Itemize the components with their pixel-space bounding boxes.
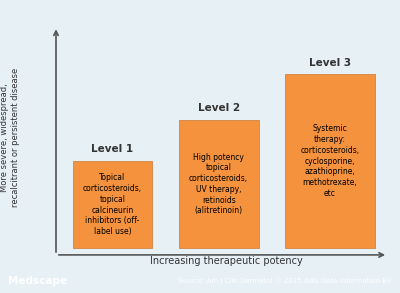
Text: More severe, widespread,
recalcitrant or persistent disease: More severe, widespread, recalcitrant or… [0,68,20,207]
Text: Level 2: Level 2 [198,103,240,113]
Bar [285,74,375,248]
Text: Medscape: Medscape [8,276,67,286]
Text: Level 3: Level 3 [309,57,351,67]
Text: High potency
topical
corticosteroids,
UV therapy,
retinoids
(alitretinoin): High potency topical corticosteroids, UV… [189,153,248,215]
Text: Level 1: Level 1 [91,144,134,154]
Bar [73,161,152,248]
Text: Source: Am J Clin Dermatol © 2015 Adis Data Information BV: Source: Am J Clin Dermatol © 2015 Adis D… [178,277,392,284]
Text: Systemic
therapy:
corticosteroids,
cyclosporine,
azathioprine,
methotrexate,
etc: Systemic therapy: corticosteroids, cyclo… [300,125,360,198]
Bar [179,120,258,248]
Text: Increasing therapeutic potency: Increasing therapeutic potency [150,256,302,266]
Text: Topical
corticosteroids,
topical
calcineurin
inhibitors (off-
label use): Topical corticosteroids, topical calcine… [83,173,142,236]
